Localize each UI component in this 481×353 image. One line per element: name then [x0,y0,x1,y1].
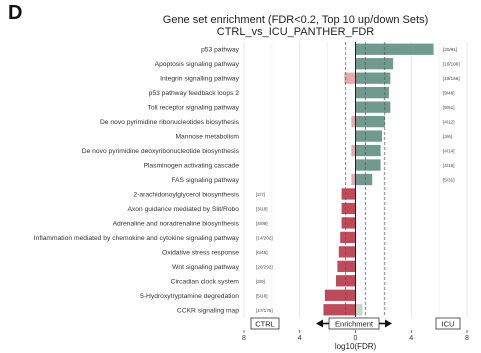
bar-down-5 [351,115,356,128]
x-tick-label: 0 [354,335,358,342]
bar-up-5 [355,115,385,128]
bar-up-4 [355,101,391,113]
category-label: p53 pathway [201,47,240,54]
category-label: Plasminogen activating cascade [143,163,239,170]
bar-up-3 [355,87,389,99]
up-count-label: [4/14] [443,149,455,154]
category-label: CCKR signaling map [177,307,239,314]
x-tick-label: 8 [465,335,469,342]
bar-up-18 [355,304,363,316]
down-count-label: [14/202] [256,235,273,240]
down-count-label: [17/176] [256,308,273,313]
category-label: De novo pyrimidine deoxyribonucleotide b… [82,148,240,155]
bar-up-6 [355,130,382,142]
x-tick-label: 4 [298,335,302,342]
up-count-label: [9/51] [443,105,455,110]
bar-up-2 [355,72,391,84]
category-label: Wnt signaling pathway [172,264,240,271]
category-label: 5-Hydroxytryptamine degredation [140,293,239,300]
x-tick-label: 8 [242,335,246,342]
category-label: Circadian clock system [171,278,240,285]
category-label: Axon guidance mediated by Slit/Robo [127,206,239,213]
bar-down-18 [323,304,356,316]
category-label: Apoptosis signaling pathway [155,61,240,68]
up-count-label: [5/31] [443,178,455,183]
panel-letter: D [8,2,23,24]
bar-down-10 [341,188,356,200]
up-count-label: [4/12] [443,120,455,125]
up-count-label: [19/166] [443,76,460,81]
category-label: Mannose metabolism [175,134,239,141]
category-label: FAS signaling pathway [171,177,239,184]
down-count-label: [4/09] [256,221,268,226]
bar-up-9 [355,173,373,186]
enrichment-label: Enrichment [335,319,374,328]
bar-up-7 [355,144,381,157]
bar-down-7 [351,144,356,157]
up-count-label: [20/81] [443,47,457,52]
bar-down-12 [341,217,356,229]
bar-down-15 [337,260,356,272]
bar-up-1 [355,58,394,70]
down-count-label: [3/9] [256,279,265,284]
up-count-label: [9/48] [443,91,455,96]
category-label: 2-arachidonoylglycerol biosynthesis [133,191,239,198]
ctrl-box [250,317,280,330]
down-count-label: [3/18] [256,206,268,211]
bar-down-2 [344,72,356,84]
category-label: Adrenaline and noradrenaline biosynthesi… [113,220,240,227]
x-tick-label: 4 [409,335,413,342]
chart-subtitle: CTRL_vs_ICU_PANTHER_FDR [216,26,375,38]
arrow-right-head [385,319,392,328]
up-count-label: [16/106] [443,62,460,67]
down-count-label: [5/18] [256,293,268,298]
arrow-left-head [316,319,323,328]
bar-up-0 [355,43,434,55]
category-label: Toll receptor signaling pathway [148,105,240,112]
bar-down-16 [335,275,356,287]
chart-title: Gene set enrichment (FDR<0.2, Top 10 up/… [162,14,429,26]
bar-down-14 [338,246,356,258]
icu-box [435,317,461,330]
category-label: Oxidative stress response [162,249,239,256]
bar-down-17 [324,289,356,301]
category-label: De novo pyrimidine ribonucleotides biosy… [100,119,240,126]
bar-down-11 [341,202,356,215]
ctrl-label: CTRL [255,319,275,328]
bar-down-13 [340,231,356,244]
category-label: p53 pathway feedback loops 2 [149,90,240,97]
bar-down-9 [351,173,356,186]
bar-up-8 [355,159,381,171]
down-count-label: [20/292] [256,264,273,269]
down-count-label: [2/7] [256,192,265,197]
icu-label: ICU [442,319,455,328]
category-label: Inflammation mediated by chemokine and c… [34,235,240,242]
up-count-label: [3/6] [443,134,452,139]
category-label: Integrin signalling pathway [160,76,239,83]
up-count-label: [4/15] [443,163,455,168]
down-count-label: [6/45] [256,250,268,255]
x-axis-label: log10(FDR) [335,342,377,351]
